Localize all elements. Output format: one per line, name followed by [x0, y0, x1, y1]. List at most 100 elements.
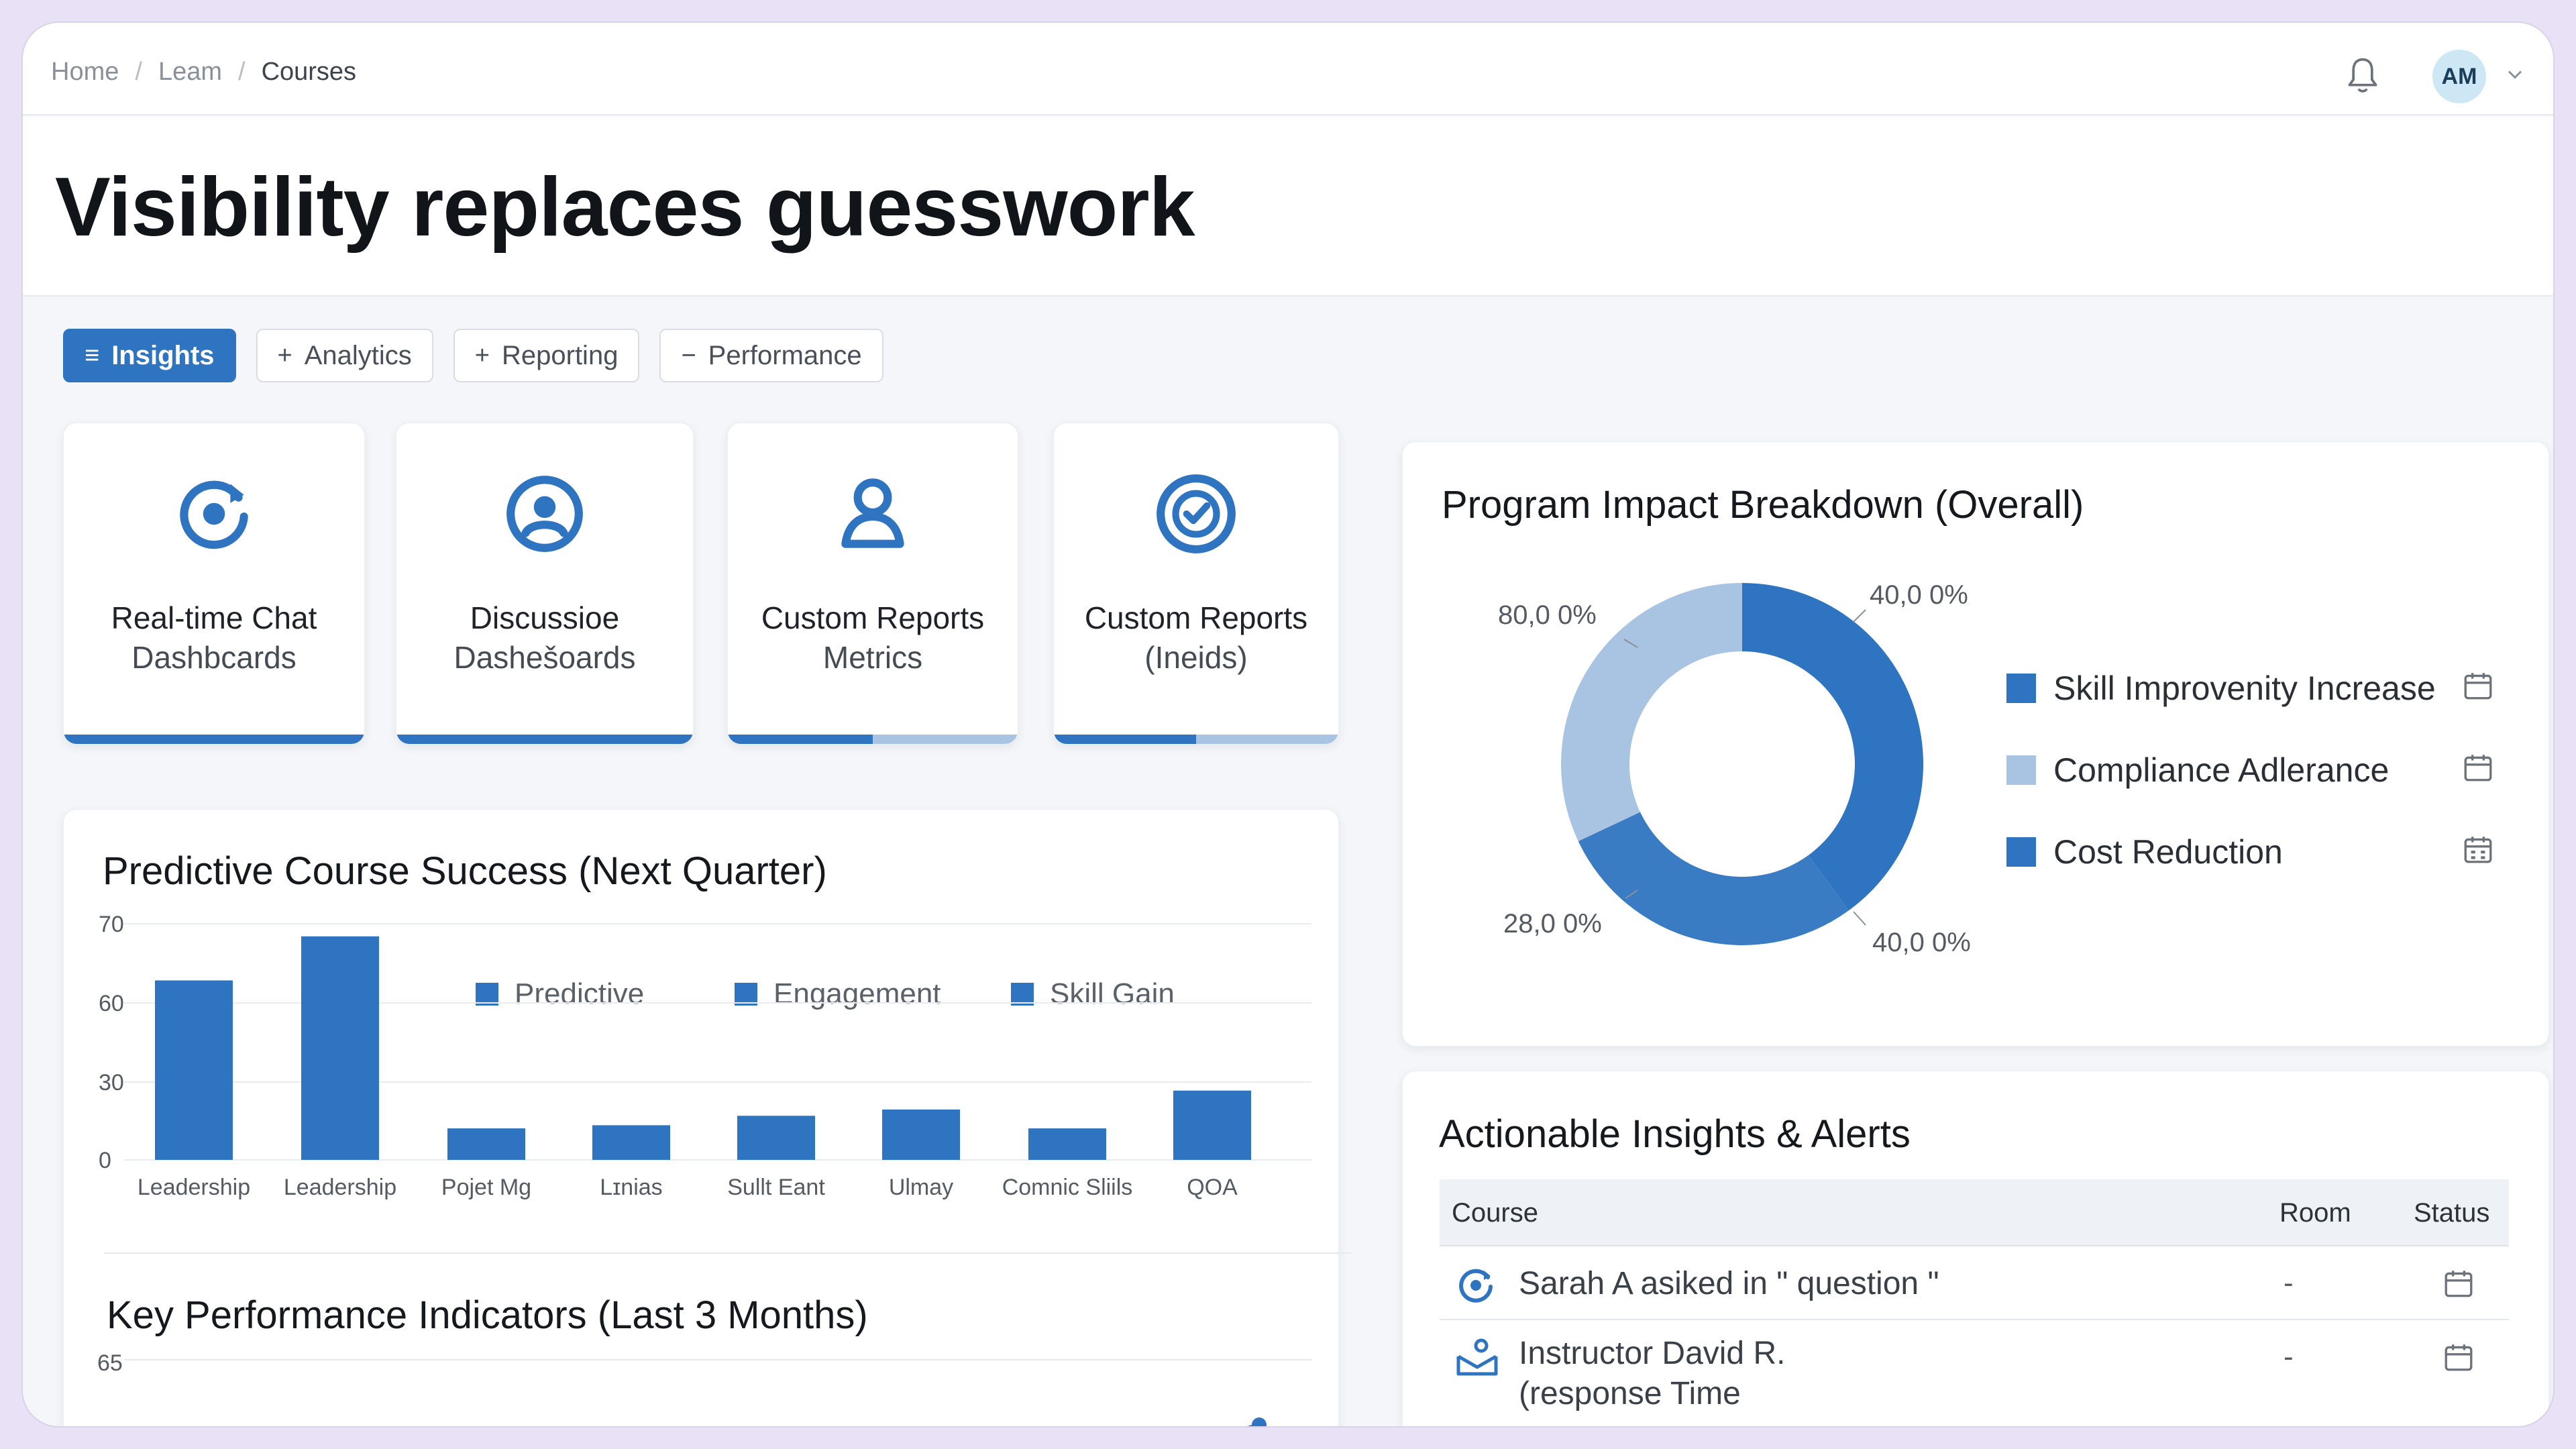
predictive-title: Predictive Course Success (Next Quarter) — [103, 849, 827, 893]
tab-reporting[interactable]: + Reporting — [453, 329, 640, 382]
program-impact-card: Program Impact Breakdown (Overall) 80,0 … — [1402, 441, 2549, 1046]
tile-progress — [728, 735, 1018, 744]
alert-text: Sarah A asiked in " question " — [1519, 1266, 1939, 1301]
plus-icon: + — [277, 341, 292, 370]
alerts-card: Actionable Insights & Alerts — [1402, 1071, 2549, 1426]
breadcrumb-home[interactable]: Home — [51, 58, 119, 86]
bar — [737, 1116, 815, 1160]
table-row[interactable]: Instructor David R. (response Time - — [1440, 1322, 2509, 1426]
bell-icon[interactable] — [2344, 56, 2381, 97]
bar — [592, 1125, 670, 1160]
table-row[interactable]: Sarah A asiked in " question " - — [1440, 1248, 2509, 1320]
bar — [1028, 1128, 1106, 1160]
minus-icon: − — [681, 341, 696, 370]
breadcrumb-current: Courses — [261, 58, 357, 86]
leader-line — [1853, 609, 1866, 623]
tab-label: Reporting — [502, 340, 619, 370]
x-tick-label: Ulmay — [889, 1175, 953, 1200]
tab-label: Performance — [708, 340, 862, 370]
room-value: - — [2284, 1267, 2294, 1299]
x-tick-label: Leadership — [138, 1175, 250, 1200]
tile-progress — [396, 735, 693, 744]
tab-bar: ≡ Insights + Analytics + Reporting − Per… — [63, 329, 883, 382]
x-tick-label: QOA — [1187, 1175, 1238, 1200]
legend-engagement: Engagement — [735, 977, 941, 1011]
legend-predictive: Predictive — [476, 977, 644, 1011]
x-tick-label: Pojet Mg — [441, 1175, 531, 1200]
breadcrumb-learn[interactable]: Leam — [158, 58, 222, 86]
impact-title: Program Impact Breakdown (Overall) — [1442, 483, 2084, 527]
y-tick-label: 60 — [99, 991, 124, 1016]
calendar-icon[interactable] — [2461, 669, 2495, 702]
tile-custom-reports-fields[interactable]: Custom Reports (Ineids) — [1053, 423, 1339, 745]
y-tick-label: 70 — [99, 912, 124, 937]
bar — [447, 1128, 525, 1160]
donut-slice — [1561, 583, 1742, 841]
x-tick-label: Sullt Eant — [727, 1175, 825, 1200]
leader-line — [1853, 911, 1866, 926]
kpi-point — [1252, 1417, 1267, 1426]
calendar-icon[interactable] — [2442, 1340, 2475, 1374]
tab-label: Analytics — [304, 340, 412, 370]
alerts-table-header: Course Room Status — [1440, 1179, 2509, 1246]
chevron-down-icon[interactable] — [2505, 64, 2525, 85]
donut-slice — [1578, 812, 1849, 945]
bar — [301, 936, 379, 1160]
tab-insights[interactable]: ≡ Insights — [63, 329, 236, 382]
divider — [104, 1252, 1352, 1254]
bar — [155, 980, 233, 1160]
leader-line — [1623, 639, 1638, 648]
tab-performance[interactable]: − Performance — [659, 329, 883, 382]
menu-icon: ≡ — [85, 341, 100, 370]
tile-progress — [64, 735, 364, 744]
user-circle-icon — [506, 476, 583, 552]
tile-realtime-chat[interactable]: Real-time Chat Dashbcards — [63, 423, 365, 745]
avatar[interactable]: AM — [2432, 50, 2486, 103]
person-icon — [841, 478, 904, 548]
column-room[interactable]: Room — [2279, 1198, 2351, 1228]
predictive-course-card: Predictive Course Success (Next Quarter)… — [63, 809, 1352, 1426]
tile-title: Custom Reports — [1084, 600, 1308, 635]
mail-person-icon — [1456, 1338, 1498, 1376]
check-circle-icon — [1157, 474, 1236, 553]
kpi-chart — [124, 1359, 1311, 1426]
column-course[interactable]: Course — [1452, 1198, 1538, 1228]
y-tick-label: 30 — [99, 1070, 124, 1095]
tile-progress — [1054, 735, 1338, 744]
x-tick-label: Leadership — [284, 1175, 396, 1200]
kpi-line — [1247, 1423, 1258, 1426]
chat-refresh-icon — [1459, 1269, 1493, 1303]
calendar-grid-icon[interactable] — [2461, 833, 2495, 866]
tile-title: Custom Reports — [761, 600, 985, 635]
tab-label: Insights — [111, 340, 215, 370]
alerts-title: Actionable Insights & Alerts — [1439, 1112, 1911, 1156]
y-tick-label: 0 — [99, 1148, 111, 1173]
donut-label: 40,0 0% — [1870, 580, 1968, 610]
column-status[interactable]: Status — [2414, 1198, 2490, 1228]
breadcrumb-separator: / — [135, 58, 142, 86]
tile-title: Discussioe — [470, 600, 620, 635]
x-tick-label: Comnic Sliils — [1002, 1175, 1133, 1200]
kpi-y-tick: 65 — [97, 1350, 123, 1376]
breadcrumb-separator: / — [238, 58, 246, 86]
tile-custom-reports-metrics[interactable]: Custom Reports Metrics — [727, 423, 1018, 745]
tab-analytics[interactable]: + Analytics — [256, 329, 433, 382]
hero: Visibility replaces guesswork — [23, 117, 2553, 297]
donut-slice — [1742, 583, 1923, 911]
tile-subtitle: Dashbcards — [131, 640, 297, 675]
donut-label: 40,0 0% — [1872, 928, 1971, 957]
chat-refresh-icon — [180, 480, 248, 549]
calendar-icon[interactable] — [2461, 751, 2495, 784]
legend-skill-improvement: Skill Improvenity Increase — [2006, 669, 2436, 708]
page-title: Visibility replaces guesswork — [55, 161, 1195, 254]
tile-subtitle: Metrics — [822, 640, 923, 675]
calendar-icon[interactable] — [2442, 1267, 2475, 1300]
tile-discussion[interactable]: Discussioe Dashešoards — [396, 423, 694, 745]
legend-skill-gain: Skill Gain — [1011, 977, 1175, 1011]
impact-donut-chart — [1561, 583, 1923, 945]
donut-label: 28,0 0% — [1503, 909, 1602, 938]
predictive-bar-chart: 70 60 30 0 Leadership Leadership Pojet Mg Lɪnia… — [99, 912, 1311, 1200]
tile-subtitle: (Ineids) — [1144, 640, 1248, 675]
leader-line — [1625, 890, 1638, 899]
bar — [1173, 1090, 1251, 1160]
